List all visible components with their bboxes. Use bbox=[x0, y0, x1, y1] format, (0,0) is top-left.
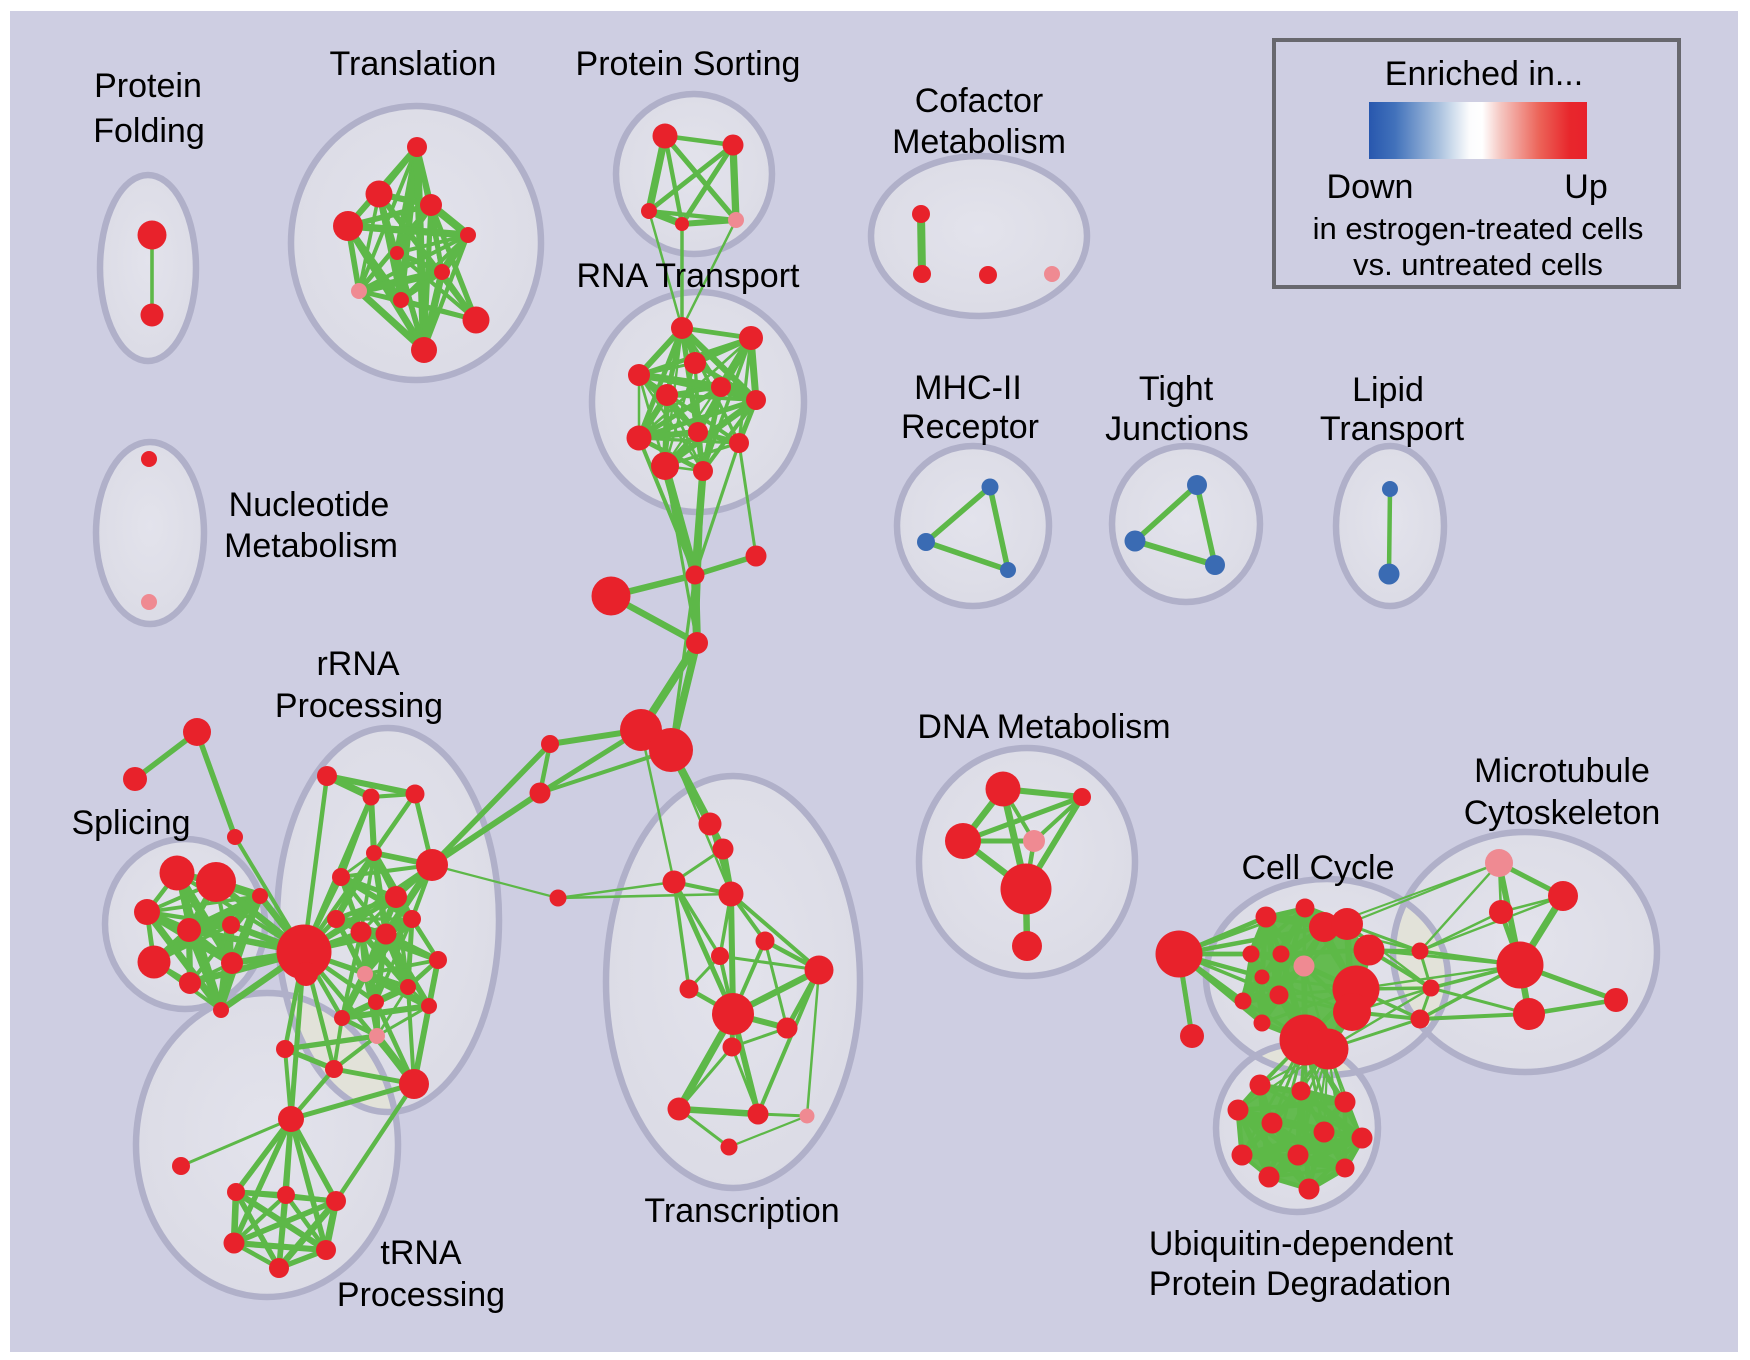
svg-text:rRNA: rRNA bbox=[316, 645, 399, 683]
svg-text:Processing: Processing bbox=[275, 687, 443, 725]
svg-text:Transcription: Transcription bbox=[644, 1192, 839, 1230]
svg-text:in estrogen-treated cells: in estrogen-treated cells bbox=[1313, 211, 1644, 246]
svg-text:tRNA: tRNA bbox=[380, 1234, 462, 1272]
svg-text:vs. untreated cells: vs. untreated cells bbox=[1353, 247, 1603, 282]
svg-text:Folding: Folding bbox=[93, 112, 205, 150]
svg-text:Cytoskeleton: Cytoskeleton bbox=[1464, 794, 1661, 832]
svg-text:Nucleotide: Nucleotide bbox=[229, 486, 390, 524]
svg-text:Translation: Translation bbox=[330, 45, 497, 83]
svg-text:Processing: Processing bbox=[337, 1276, 505, 1314]
svg-text:Cell Cycle: Cell Cycle bbox=[1241, 849, 1394, 887]
svg-text:Metabolism: Metabolism bbox=[224, 527, 398, 565]
svg-text:Protein Sorting: Protein Sorting bbox=[576, 45, 801, 83]
svg-text:MHC-II: MHC-II bbox=[914, 369, 1022, 407]
svg-text:Protein: Protein bbox=[94, 67, 202, 105]
svg-text:Transport: Transport bbox=[1320, 410, 1465, 448]
svg-text:Splicing: Splicing bbox=[71, 804, 190, 842]
svg-text:Up: Up bbox=[1564, 168, 1607, 206]
svg-text:Microtubule: Microtubule bbox=[1474, 752, 1650, 790]
svg-text:DNA Metabolism: DNA Metabolism bbox=[917, 708, 1170, 746]
svg-text:Tight: Tight bbox=[1139, 370, 1214, 408]
svg-text:Ubiquitin-dependent: Ubiquitin-dependent bbox=[1149, 1225, 1454, 1263]
svg-text:Protein Degradation: Protein Degradation bbox=[1149, 1265, 1451, 1303]
svg-text:Lipid: Lipid bbox=[1352, 371, 1424, 409]
svg-text:Down: Down bbox=[1327, 168, 1414, 206]
svg-text:Metabolism: Metabolism bbox=[892, 123, 1066, 161]
svg-text:Enriched in...: Enriched in... bbox=[1385, 55, 1583, 93]
svg-text:Junctions: Junctions bbox=[1105, 410, 1249, 448]
svg-text:RNA Transport: RNA Transport bbox=[577, 257, 801, 295]
svg-text:Cofactor: Cofactor bbox=[915, 82, 1044, 120]
svg-text:Receptor: Receptor bbox=[901, 408, 1039, 446]
